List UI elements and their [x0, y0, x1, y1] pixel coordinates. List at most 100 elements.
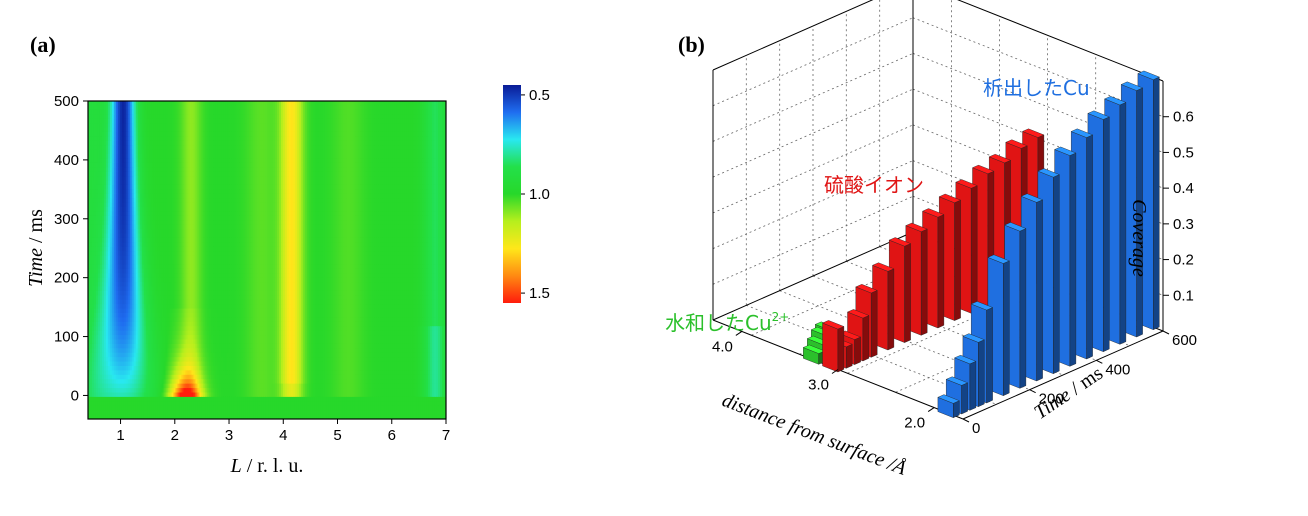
bar3d-bar-side: [887, 268, 895, 351]
heatmap-x-tick-label: 6: [388, 427, 396, 444]
bar3d-coverage-tick-label: 0.3: [1173, 216, 1194, 233]
bar3d-bar-top: [1087, 110, 1110, 120]
bar3d-bar-top: [954, 354, 977, 365]
bar3d-bar-side: [871, 290, 878, 358]
bar3d-bar-side: [904, 243, 911, 343]
bar3d-coverage-tick-label: 0.5: [1173, 144, 1194, 161]
heatmap-x-ticks: 1 2 3 4 5 6 7: [116, 419, 450, 444]
bar3d-plot: 4.0 3.0 2.0 0 200 400 600 0.1 0.2 0.3 0.4 0.5 0.6 di…: [665, 0, 1197, 480]
colorbar-tick-label: 1.5: [529, 285, 550, 302]
bar3d-distance-axis-title: distance from surface /Å: [719, 389, 910, 480]
bar3d-distance-tick-label: 3.0: [808, 377, 829, 394]
colorbar-ticks: 0.5 1.0 1.5: [521, 87, 550, 302]
bar3d-gridline: [712, 17, 914, 107]
legend-sulfate-ion: 硫酸イオン: [824, 173, 924, 197]
bar3d-distance-tick-mark: [735, 331, 743, 336]
heatmap-y-tick-label: 100: [54, 329, 79, 346]
bar3d-bar-side: [969, 360, 977, 411]
bar3d-bar-side: [986, 307, 993, 404]
bar3d-bar-side: [1069, 152, 1077, 367]
bar3d-bar: [905, 222, 928, 336]
bar3d-bar-top: [1137, 70, 1160, 80]
heatmap-y-axis-title: Time / ms: [25, 209, 47, 287]
bar3d-bar-top: [962, 333, 985, 343]
heatmap-y-tick-label: 500: [54, 93, 79, 110]
heatmap-x-tick-label: 1: [116, 427, 124, 444]
bar3d-bar-top: [1005, 139, 1028, 149]
bar3d-bar-side: [961, 382, 968, 415]
bar3d-bar-side: [1036, 199, 1043, 382]
heatmap-x-tick-label: 7: [442, 427, 450, 444]
bar3d-bar-top: [1104, 96, 1127, 106]
bar3d-coverage-tick-label: 0.4: [1173, 180, 1194, 197]
bar3d-bar-top: [888, 237, 912, 247]
bar3d-bar-top: [987, 254, 1010, 264]
bar3d-bar-top: [945, 376, 969, 386]
bar3d-coverage-tick-label: 0.2: [1173, 252, 1194, 269]
bar3d-bar-top: [1120, 81, 1144, 91]
bar3d-time-tick-label: 400: [1105, 361, 1130, 378]
bar3d-bars: [802, 70, 1160, 419]
colorbar-tick-label: 0.5: [529, 87, 550, 104]
legend-deposited-cu: 析出したCu: [983, 76, 1090, 100]
colorbar: 0.5 1.0 1.5: [503, 85, 550, 303]
bar3d-bar-side: [862, 315, 870, 362]
bar3d-bar-side: [937, 214, 945, 329]
bar3d-bar-side: [978, 339, 985, 408]
heatmap-x-unit: / r. l. u.: [242, 455, 304, 477]
bar3d-bar-side: [921, 228, 928, 336]
bar3d-bar-side: [1086, 134, 1093, 360]
bar3d-distance-tick-label: 2.0: [904, 415, 925, 432]
heatmap-y-tick-label: 0: [71, 387, 79, 404]
heatmap-x-tick-label: 5: [333, 427, 341, 444]
bar3d-bar-side: [854, 336, 861, 365]
bar3d-bar-top: [1037, 168, 1060, 178]
bar3d-bar-top: [1004, 222, 1027, 232]
bar3d-bar-side: [954, 199, 961, 321]
bar3d-coverage-axis-title: Coverage: [1128, 199, 1150, 277]
bar3d-distance-tick-label: 4.0: [712, 338, 733, 355]
bar3d-bar-top: [855, 284, 878, 294]
legend-hydrated-cu-sup: 2+: [772, 310, 790, 324]
bar3d-coverage-tick-label: 0.6: [1173, 109, 1194, 126]
heatmap-y-tick-label: 300: [54, 211, 79, 228]
bar3d-time-tick-mark: [1096, 359, 1103, 364]
bar3d-bar: [937, 394, 960, 419]
heatmap-x-var: L: [230, 455, 242, 477]
panel-a-label: (a): [30, 32, 56, 57]
bar3d-gridline: [712, 124, 914, 214]
bar3d-bar: [821, 320, 845, 373]
heatmap-y-tick-label: 400: [54, 152, 79, 169]
bar3d-time-tick-mark: [1029, 389, 1036, 394]
bar3d-bar-top: [938, 193, 962, 204]
heatmap-y-unit: / ms: [25, 209, 47, 248]
legend-hydrated-cu: 水和したCu2+: [665, 310, 789, 335]
heatmap-y-ticks: 0 100 200 300 400 500: [54, 93, 88, 404]
heatmap-y-tick-label: 200: [54, 270, 79, 287]
bar3d-time-tick-mark: [1162, 330, 1170, 335]
bar3d-ticks: 4.0 3.0 2.0 0 200 400 600 0.1 0.2 0.3 0.4 0.5 0.6: [712, 109, 1197, 437]
bar3d-bar-side: [1153, 76, 1160, 331]
bar3d-gridline: [847, 284, 1048, 374]
bar3d-frame-edge: [962, 330, 1164, 420]
heatmap-plot: 1 2 3 4 5 6 7 0 100 200 300 400 500 L / r. l. u. Ti…: [25, 93, 450, 477]
bar3d-distance-tick-mark: [831, 369, 839, 374]
bar3d-gridline: [712, 88, 914, 178]
bar3d-bar: [802, 344, 826, 365]
bar3d-bar-top: [846, 309, 870, 319]
bar3d-bar-top: [1054, 146, 1077, 156]
heatmap-frame: [87, 100, 447, 420]
bar3d-time-tick-label: 0: [972, 420, 980, 437]
heatmap-x-axis-title: L / r. l. u.: [230, 455, 304, 477]
bar3d-time-tick-mark: [962, 418, 970, 423]
bar3d-bar-side: [837, 326, 845, 373]
bar3d-bar-top: [905, 222, 928, 232]
bar3d-bar-top: [1020, 193, 1044, 203]
bar3d-bar-side: [971, 185, 978, 314]
bar3d-bar-top: [988, 153, 1012, 164]
bar3d-bar-top: [1070, 128, 1094, 138]
bar3d-frame-edge: [712, 0, 874, 71]
bar3d-frame-edge: [957, 0, 1164, 82]
bar3d-bar-top: [955, 179, 978, 189]
